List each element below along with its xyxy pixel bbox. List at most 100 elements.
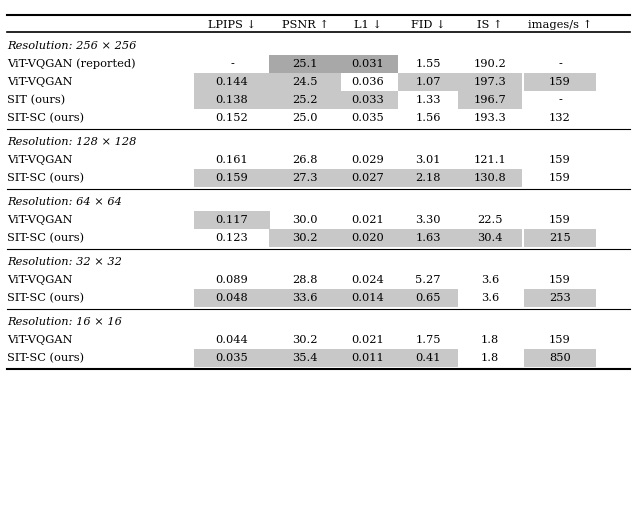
Text: ViT-VQGAN: ViT-VQGAN [7, 275, 72, 285]
Bar [269, 73, 341, 91]
Bar [194, 349, 270, 367]
Text: 0.036: 0.036 [351, 77, 385, 87]
Bar [524, 349, 596, 367]
Bar [269, 289, 341, 307]
Text: -: - [230, 59, 234, 69]
Bar [398, 73, 458, 91]
Bar [458, 169, 522, 187]
Text: 3.30: 3.30 [415, 215, 441, 225]
Text: 196.7: 196.7 [474, 95, 506, 105]
Text: 159: 159 [549, 215, 571, 225]
Text: 30.0: 30.0 [292, 215, 317, 225]
Text: 159: 159 [549, 155, 571, 165]
Text: ViT-VQGAN: ViT-VQGAN [7, 335, 72, 345]
Text: 159: 159 [549, 173, 571, 183]
Bar [458, 229, 522, 247]
Text: Resolution: 256 × 256: Resolution: 256 × 256 [7, 41, 136, 51]
Text: 26.8: 26.8 [292, 155, 317, 165]
Text: 190.2: 190.2 [474, 59, 506, 69]
Bar [194, 211, 270, 229]
Bar [269, 55, 341, 73]
Text: 130.8: 130.8 [474, 173, 506, 183]
Text: 0.029: 0.029 [351, 155, 385, 165]
Text: 0.035: 0.035 [216, 353, 248, 363]
Text: 197.3: 197.3 [474, 77, 506, 87]
Text: 193.3: 193.3 [474, 113, 506, 123]
Bar [269, 349, 341, 367]
Text: 132: 132 [549, 113, 571, 123]
Text: 1.75: 1.75 [415, 335, 441, 345]
Text: 1.55: 1.55 [415, 59, 441, 69]
Text: 0.41: 0.41 [415, 353, 441, 363]
Text: FID ↓: FID ↓ [411, 20, 445, 30]
Text: 25.2: 25.2 [292, 95, 317, 105]
Bar [194, 91, 270, 109]
Text: 0.033: 0.033 [351, 95, 385, 105]
Text: 1.8: 1.8 [481, 335, 499, 345]
Text: Resolution: 64 × 64: Resolution: 64 × 64 [7, 198, 122, 208]
Bar [524, 229, 596, 247]
Text: 0.117: 0.117 [216, 215, 248, 225]
Bar [338, 169, 398, 187]
Text: 159: 159 [549, 275, 571, 285]
Text: 159: 159 [549, 77, 571, 87]
Text: SIT-SC (ours): SIT-SC (ours) [7, 173, 84, 183]
Text: 24.5: 24.5 [292, 77, 317, 87]
Bar [398, 229, 458, 247]
Text: ViT-VQGAN (reported): ViT-VQGAN (reported) [7, 59, 136, 69]
Text: 1.33: 1.33 [415, 95, 441, 105]
Text: 25.0: 25.0 [292, 113, 317, 123]
Text: SIT-SC (ours): SIT-SC (ours) [7, 233, 84, 243]
Text: 121.1: 121.1 [474, 155, 506, 165]
Text: 215: 215 [549, 233, 571, 243]
Text: 850: 850 [549, 353, 571, 363]
Text: SIT-SC (ours): SIT-SC (ours) [7, 293, 84, 303]
Text: 27.3: 27.3 [292, 173, 317, 183]
Text: 0.044: 0.044 [216, 335, 248, 345]
Text: 1.07: 1.07 [415, 77, 441, 87]
Text: SIT-SC (ours): SIT-SC (ours) [7, 353, 84, 363]
Text: 0.089: 0.089 [216, 275, 248, 285]
Text: Resolution: 16 × 16: Resolution: 16 × 16 [7, 318, 122, 328]
Text: 0.020: 0.020 [351, 233, 385, 243]
Bar [524, 73, 596, 91]
Text: 0.021: 0.021 [351, 215, 385, 225]
Text: 0.123: 0.123 [216, 233, 248, 243]
Bar [338, 91, 398, 109]
Text: images/s ↑: images/s ↑ [528, 20, 592, 30]
Text: -: - [558, 95, 562, 105]
Text: 0.65: 0.65 [415, 293, 441, 303]
Text: 33.6: 33.6 [292, 293, 317, 303]
Text: 3.01: 3.01 [415, 155, 441, 165]
Text: ViT-VQGAN: ViT-VQGAN [7, 77, 72, 87]
Text: 5.27: 5.27 [415, 275, 441, 285]
Bar [269, 91, 341, 109]
Bar [269, 229, 341, 247]
Text: L1 ↓: L1 ↓ [354, 20, 382, 30]
Text: 0.035: 0.035 [351, 113, 385, 123]
Text: 0.138: 0.138 [216, 95, 248, 105]
Text: SIT-SC (ours): SIT-SC (ours) [7, 113, 84, 123]
Text: 0.161: 0.161 [216, 155, 248, 165]
Text: 1.8: 1.8 [481, 353, 499, 363]
Text: 30.4: 30.4 [477, 233, 503, 243]
Text: 1.63: 1.63 [415, 233, 441, 243]
Text: 0.152: 0.152 [216, 113, 248, 123]
Bar [194, 169, 270, 187]
Text: 3.6: 3.6 [481, 275, 499, 285]
Text: 30.2: 30.2 [292, 335, 317, 345]
Text: 0.011: 0.011 [351, 353, 385, 363]
Bar [338, 289, 398, 307]
Text: 253: 253 [549, 293, 571, 303]
Text: 22.5: 22.5 [477, 215, 503, 225]
Text: 0.014: 0.014 [351, 293, 385, 303]
Text: 0.144: 0.144 [216, 77, 248, 87]
Bar [194, 73, 270, 91]
Text: Resolution: 128 × 128: Resolution: 128 × 128 [7, 137, 136, 147]
Text: 0.027: 0.027 [351, 173, 385, 183]
Text: 159: 159 [549, 335, 571, 345]
Bar [338, 55, 398, 73]
Text: SIT (ours): SIT (ours) [7, 95, 65, 105]
Text: 0.031: 0.031 [351, 59, 385, 69]
Text: Resolution: 32 × 32: Resolution: 32 × 32 [7, 257, 122, 267]
